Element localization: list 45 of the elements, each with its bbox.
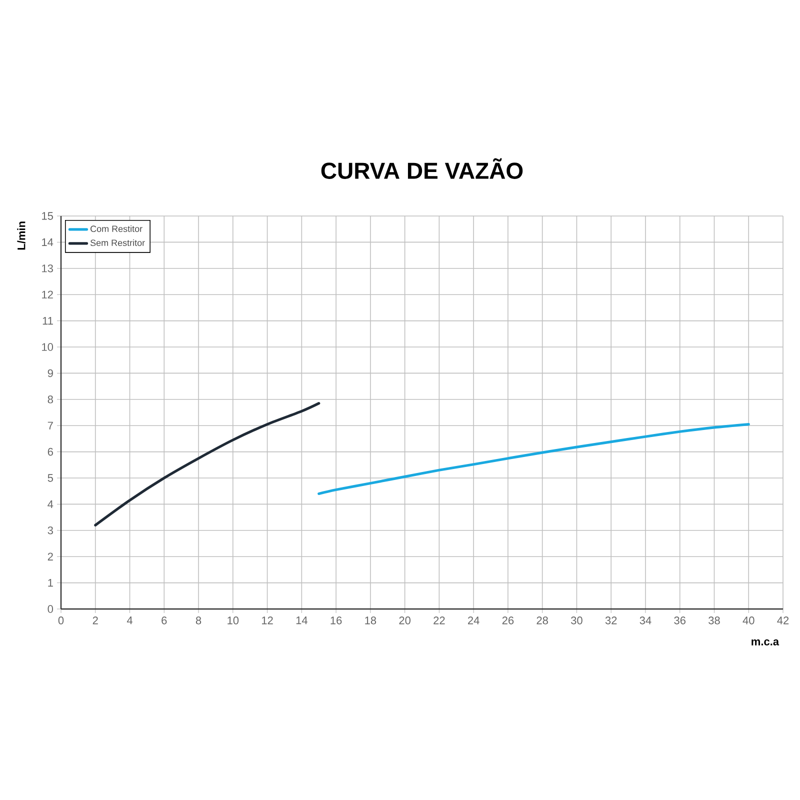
y-tick-label: 3 bbox=[48, 526, 53, 534]
y-tick-label: 6 bbox=[48, 448, 53, 456]
x-tick-label: 40 bbox=[742, 616, 754, 624]
y-axis-title: L/min bbox=[17, 222, 26, 250]
y-tick-label: 4 bbox=[48, 500, 54, 508]
x-tick-label: 8 bbox=[196, 616, 202, 624]
y-tick-label: 12 bbox=[42, 290, 53, 298]
y-tick-label: 7 bbox=[48, 422, 53, 430]
x-tick-label: 38 bbox=[708, 616, 720, 624]
x-tick-label: 14 bbox=[296, 616, 308, 624]
x-tick-label: 0 bbox=[58, 616, 64, 624]
x-tick-label: 34 bbox=[640, 616, 652, 624]
y-tick-label: 11 bbox=[42, 317, 53, 325]
y-tick-label: 5 bbox=[48, 474, 53, 482]
y-tick-label: 13 bbox=[42, 264, 53, 272]
y-tick-label: 0 bbox=[48, 605, 54, 613]
x-tick-label: 10 bbox=[228, 616, 239, 624]
x-tick-label: 6 bbox=[162, 616, 167, 624]
y-tick-label: 1 bbox=[48, 579, 53, 587]
line-series bbox=[94, 402, 320, 526]
legend-label: Com Restitor bbox=[90, 225, 142, 232]
y-tick-label: 8 bbox=[48, 396, 53, 404]
x-tick-label: 20 bbox=[399, 616, 410, 624]
y-tick-label: 14 bbox=[42, 238, 54, 246]
x-tick-label: 32 bbox=[605, 616, 617, 624]
x-axis-title: m.c.a bbox=[752, 639, 780, 646]
x-tick-label: 28 bbox=[536, 616, 548, 624]
chart-title: CURVA DE VAZÃO bbox=[321, 158, 523, 179]
line-series bbox=[318, 422, 750, 496]
y-tick-label: 10 bbox=[42, 343, 54, 351]
x-tick-label: 16 bbox=[330, 616, 342, 624]
x-tick-label: 36 bbox=[674, 616, 686, 624]
x-tick-label: 4 bbox=[126, 616, 132, 624]
x-tick-label: 22 bbox=[434, 616, 445, 624]
x-tick-label: 18 bbox=[365, 616, 376, 624]
x-tick-label: 42 bbox=[777, 616, 789, 624]
x-tick-label: 2 bbox=[92, 616, 98, 624]
y-tick-label: 15 bbox=[42, 212, 53, 220]
x-tick-label: 26 bbox=[502, 616, 514, 624]
x-tick-label: 30 bbox=[571, 616, 582, 624]
x-tick-label: 12 bbox=[262, 616, 273, 624]
y-tick-label: 2 bbox=[48, 552, 53, 560]
x-tick-label: 24 bbox=[468, 616, 480, 624]
y-tick-label: 9 bbox=[48, 369, 53, 378]
legend-label: Sem Restritor bbox=[90, 239, 145, 246]
